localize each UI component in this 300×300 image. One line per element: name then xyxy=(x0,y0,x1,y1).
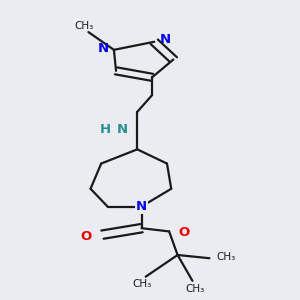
Text: CH₃: CH₃ xyxy=(132,279,151,289)
Text: N: N xyxy=(117,123,128,136)
Text: O: O xyxy=(179,226,190,238)
Text: N: N xyxy=(160,33,171,46)
Text: CH₃: CH₃ xyxy=(185,284,204,294)
Text: CH₃: CH₃ xyxy=(216,252,235,262)
Text: N: N xyxy=(97,42,108,55)
Text: H: H xyxy=(100,123,111,136)
Text: O: O xyxy=(81,230,92,243)
Text: CH₃: CH₃ xyxy=(75,21,94,31)
Text: N: N xyxy=(136,200,147,213)
